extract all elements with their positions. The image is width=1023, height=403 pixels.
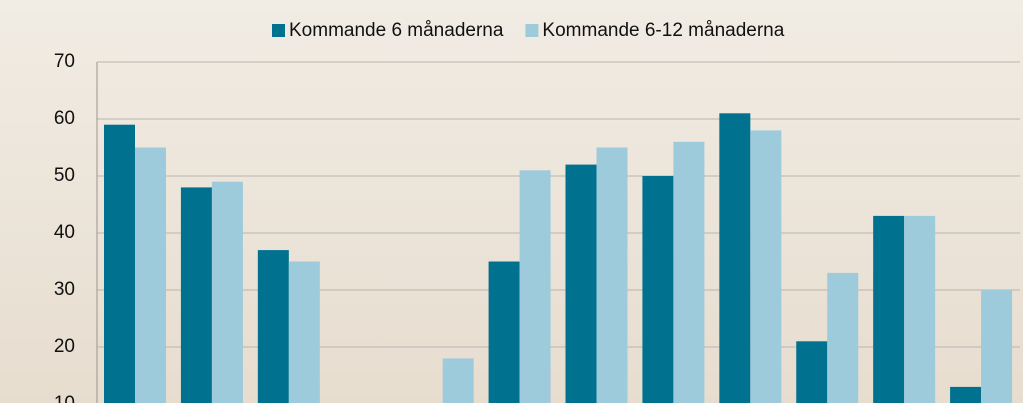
bar bbox=[257, 250, 289, 403]
y-tick-label: 20 bbox=[54, 336, 75, 357]
bar bbox=[981, 290, 1013, 403]
bar bbox=[719, 113, 751, 403]
bar bbox=[596, 147, 628, 403]
bar bbox=[750, 130, 782, 403]
bar bbox=[673, 141, 705, 403]
bar bbox=[135, 147, 166, 403]
bar bbox=[873, 215, 905, 403]
legend-label: Kommande 6 månaderna bbox=[289, 20, 504, 41]
bar bbox=[488, 261, 520, 403]
bar bbox=[211, 181, 243, 403]
legend-label: Kommande 6-12 månaderna bbox=[542, 20, 784, 41]
bar bbox=[642, 176, 674, 403]
legend-swatch bbox=[272, 24, 285, 37]
bar bbox=[288, 261, 320, 403]
bar bbox=[180, 187, 212, 403]
y-tick-label: 60 bbox=[54, 108, 75, 129]
y-tick-label: 40 bbox=[54, 222, 75, 243]
y-tick-label: 30 bbox=[54, 279, 75, 300]
bar bbox=[796, 341, 828, 403]
bar bbox=[442, 358, 474, 403]
bar bbox=[565, 164, 597, 403]
bar bbox=[904, 215, 936, 403]
bar bbox=[104, 124, 135, 403]
y-tick-label: 50 bbox=[54, 165, 75, 186]
y-tick-label: 70 bbox=[54, 51, 75, 72]
bar bbox=[950, 386, 982, 403]
bar bbox=[519, 170, 551, 403]
bar bbox=[827, 272, 859, 403]
legend-swatch bbox=[525, 24, 539, 37]
y-tick-label: 10 bbox=[54, 393, 75, 403]
